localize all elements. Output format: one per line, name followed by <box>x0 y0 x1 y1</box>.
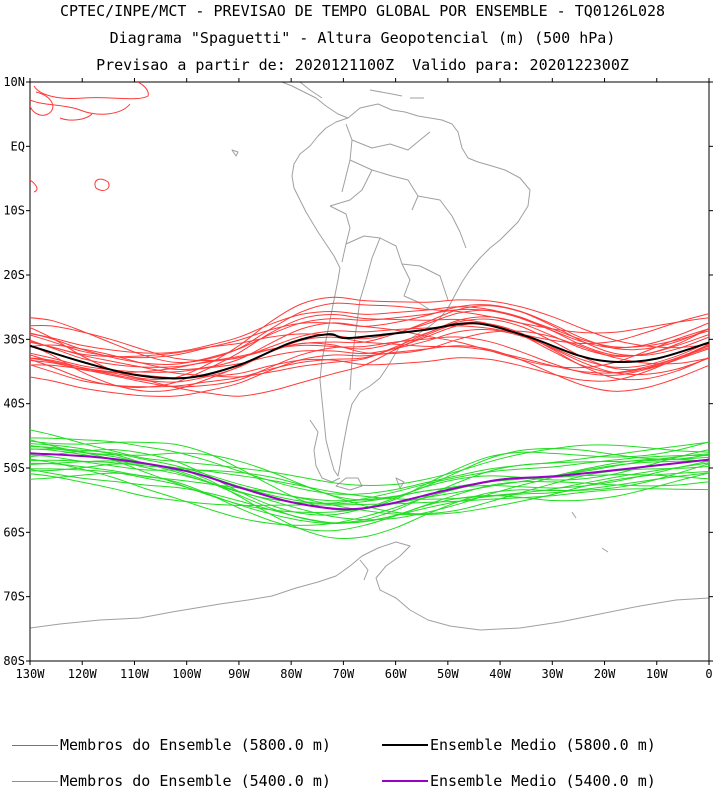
legend-swatch-red <box>12 744 58 746</box>
lat-label: 10S <box>3 204 25 218</box>
member-5800-line <box>30 308 709 365</box>
member-5800-line <box>30 313 709 362</box>
legend-member-5400: Membros do Ensemble (5400.0 m) <box>12 772 331 790</box>
lat-label: 40S <box>3 397 25 411</box>
member-5800-line <box>30 336 709 388</box>
lon-label: 10W <box>646 667 668 681</box>
member-5400-line <box>30 472 709 532</box>
axis-frame <box>29 81 710 662</box>
member-5800-contour <box>59 113 93 121</box>
lon-label: 70W <box>333 667 355 681</box>
lon-label: 20W <box>594 667 616 681</box>
legend-swatch-green <box>12 780 58 782</box>
member-5800-line <box>30 302 709 364</box>
legend-label: Ensemble Medio (5800.0 m) <box>430 736 656 754</box>
member-5800-line <box>30 330 709 392</box>
lon-label: 60W <box>385 667 407 681</box>
ensemble-means <box>30 322 709 511</box>
member-5400-line <box>30 437 709 495</box>
lon-ticks: 130W 120W 110W 100W 90W 80W 70W 60W 50W 40W 30W 20W… <box>16 78 713 681</box>
legend-swatch-purple <box>382 780 428 782</box>
lat-label: 50S <box>3 461 25 475</box>
lon-label: 0 <box>705 667 712 681</box>
lon-label: 90W <box>228 667 250 681</box>
members-5400 <box>30 429 709 540</box>
member-5800-line <box>30 322 709 388</box>
mean-5400-line <box>30 452 709 511</box>
member-5800-contour <box>30 91 54 116</box>
legend-swatch-black <box>382 744 428 746</box>
member-5800-line <box>30 345 709 397</box>
legend-label: Membros do Ensemble (5800.0 m) <box>60 736 331 754</box>
lon-label: 50W <box>437 667 459 681</box>
member-5800-contour <box>30 179 38 193</box>
member-5800-line <box>30 305 709 368</box>
lat-label: 80S <box>3 654 25 668</box>
member-5400-line <box>30 429 709 486</box>
legend-label: Ensemble Medio (5400.0 m) <box>430 772 656 790</box>
lat-label: 20S <box>3 268 25 282</box>
lon-label: 120W <box>68 667 98 681</box>
member-5800-line <box>30 309 709 358</box>
legend-mean-5400: Ensemble Medio (5400.0 m) <box>382 772 656 790</box>
title-line-3: Previsao a partir de: 2020121100Z Valido… <box>96 56 629 74</box>
member-5800-contour <box>94 178 110 191</box>
member-5800-line <box>30 304 709 359</box>
lon-label: 110W <box>120 667 150 681</box>
members-5800 <box>30 82 709 397</box>
member-5400-line <box>30 463 709 540</box>
lon-label: 80W <box>280 667 302 681</box>
lon-label: 30W <box>541 667 563 681</box>
member-5800-line <box>30 313 709 388</box>
lat-label: 10N <box>3 75 25 89</box>
member-5800-line <box>30 316 709 378</box>
member-5800-contour <box>30 99 131 115</box>
member-5400-line <box>30 468 709 525</box>
legend-mean-5800: Ensemble Medio (5800.0 m) <box>382 736 656 754</box>
mean-5800-line <box>30 322 709 380</box>
lon-label: 40W <box>489 667 511 681</box>
member-5800-line <box>30 329 709 373</box>
member-5400-line <box>30 458 709 526</box>
lat-ticks: 10N EQ 10S 20S 30S 40S 50S 60S 70S 80S <box>3 75 713 668</box>
legend-member-5800: Membros do Ensemble (5800.0 m) <box>12 736 331 754</box>
member-5400-line <box>30 439 709 501</box>
lon-label: 130W <box>16 667 46 681</box>
lat-label: 60S <box>3 525 25 539</box>
member-5400-line <box>30 473 709 507</box>
title-line-2: Diagrama "Spaguetti" - Altura Geopotenci… <box>109 29 616 47</box>
lon-label: 100W <box>172 667 202 681</box>
legend-label: Membros do Ensemble (5400.0 m) <box>60 772 331 790</box>
member-5800-contour <box>33 82 149 100</box>
lat-label: 70S <box>3 590 25 604</box>
lat-label: 30S <box>3 332 25 346</box>
title-line-1: CPTEC/INPE/MCT - PREVISAO DE TEMPO GLOBA… <box>59 2 666 20</box>
lat-label: EQ <box>11 139 25 153</box>
